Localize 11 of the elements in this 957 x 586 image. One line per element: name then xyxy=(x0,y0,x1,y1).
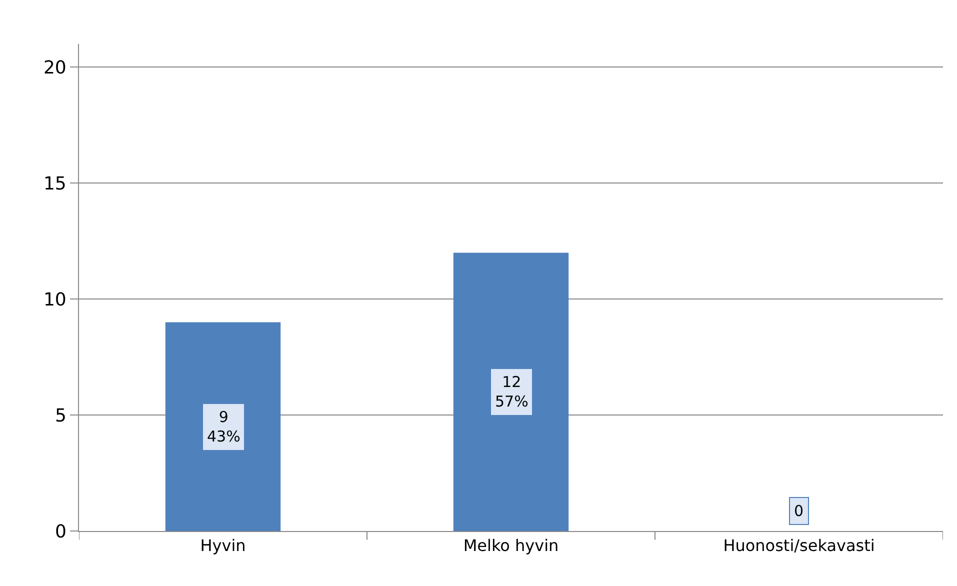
x-tick-label: Hyvin xyxy=(200,536,246,556)
y-tick-label: 5 xyxy=(54,405,66,426)
y-tick-label: 0 xyxy=(54,521,66,542)
y-tick-label: 20 xyxy=(43,57,66,78)
data-label: 12 57% xyxy=(495,373,528,410)
data-label: 9 43% xyxy=(207,408,240,446)
y-tick-label: 10 xyxy=(43,289,66,310)
y-tick-label: 15 xyxy=(43,173,66,194)
data-label: 0 xyxy=(794,502,804,520)
x-tick-label: Huonosti/sekavasti xyxy=(723,536,875,556)
x-tick-label: Melko hyvin xyxy=(463,536,559,556)
